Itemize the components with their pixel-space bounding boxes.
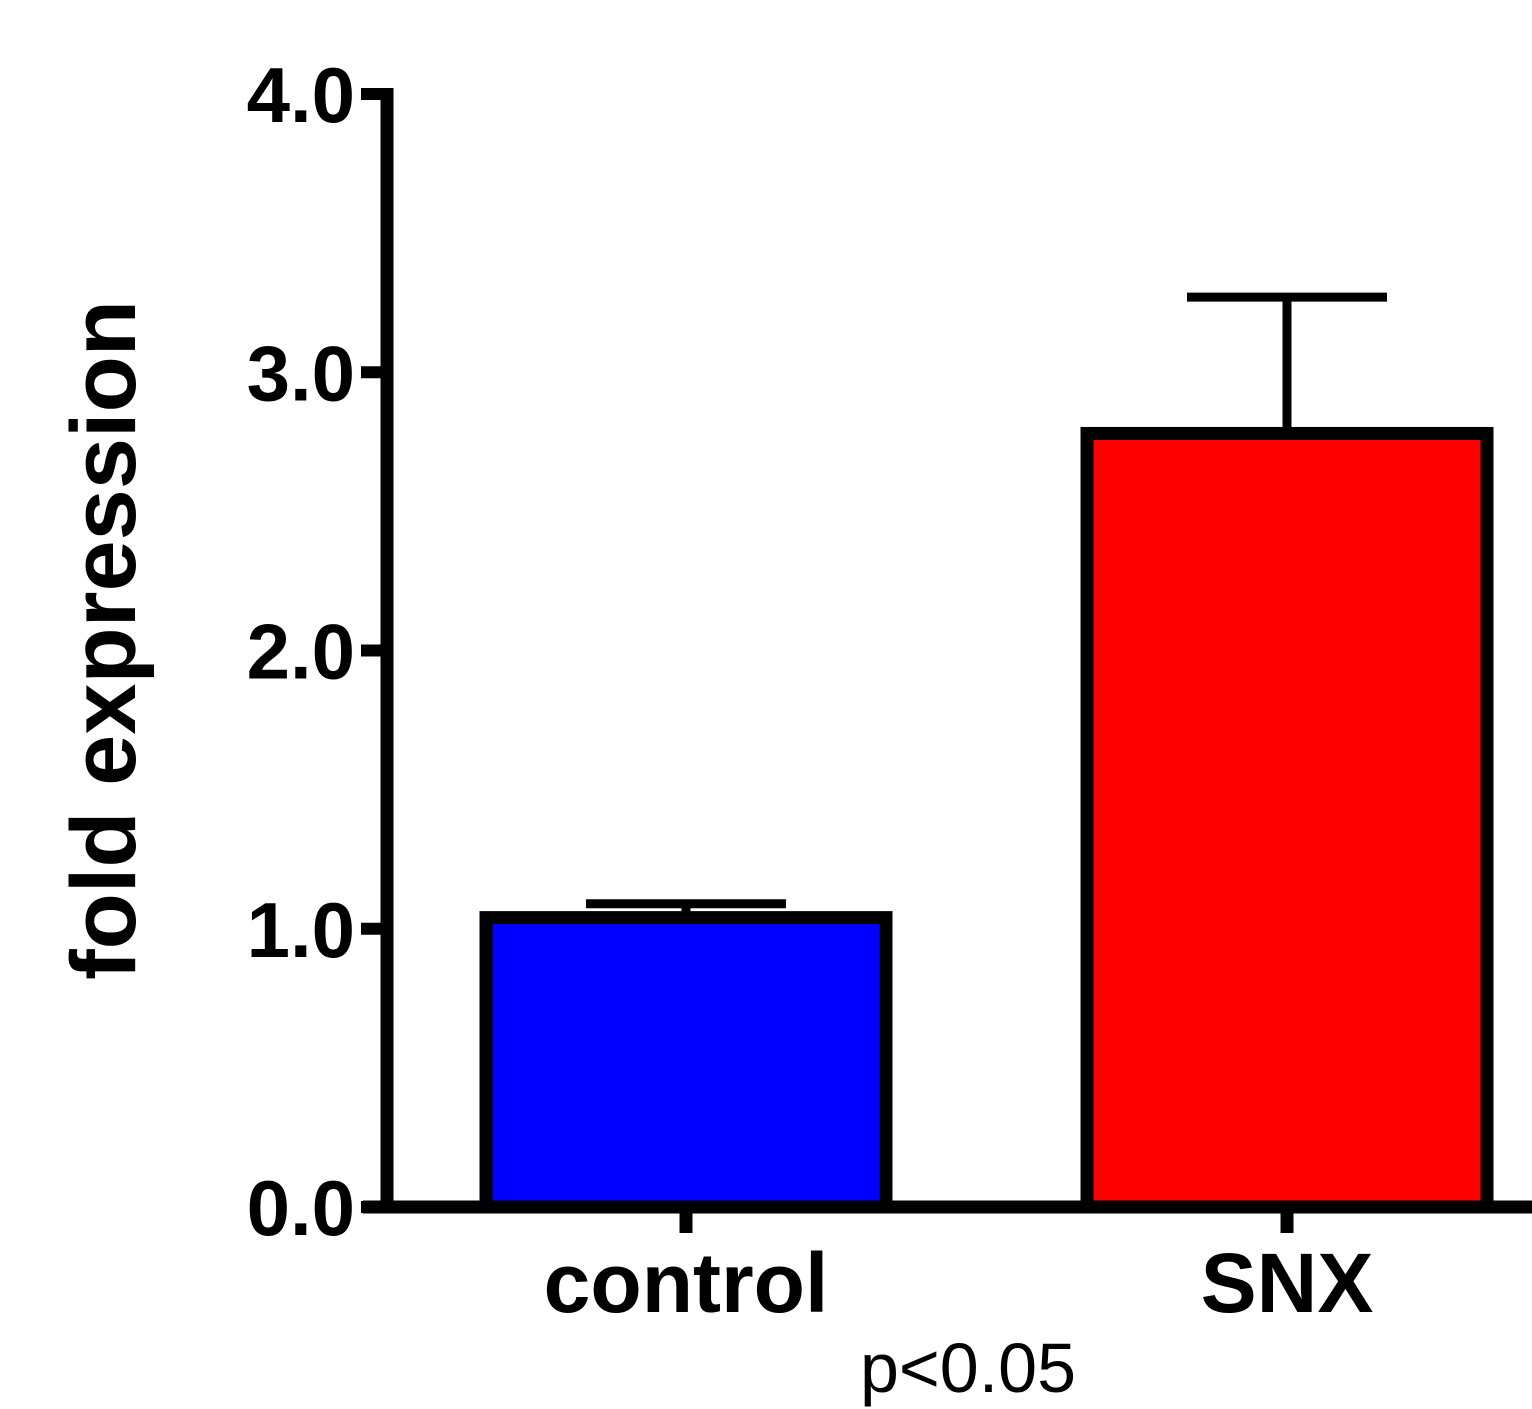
x-tick-label: control [544, 1236, 829, 1330]
significance-annotation: p<0.05 [860, 1329, 1076, 1407]
y-ticks: 0.0 1.0 2.0 3.0 4.0 [247, 51, 387, 1252]
y-axis-title: fold expression [53, 300, 155, 980]
x-ticks: control SNX [544, 1207, 1374, 1330]
bars [479, 426, 1494, 1214]
y-tick-label: 0.0 [247, 1164, 355, 1252]
y-tick-label: 4.0 [247, 51, 355, 139]
error-bars [586, 292, 1387, 918]
bar-control [479, 911, 893, 1214]
y-tick-label: 1.0 [247, 886, 355, 974]
bar-snx [1080, 426, 1494, 1214]
y-tick-label: 2.0 [247, 608, 355, 696]
x-tick-label: SNX [1201, 1236, 1374, 1330]
y-tick-label: 3.0 [247, 329, 355, 417]
